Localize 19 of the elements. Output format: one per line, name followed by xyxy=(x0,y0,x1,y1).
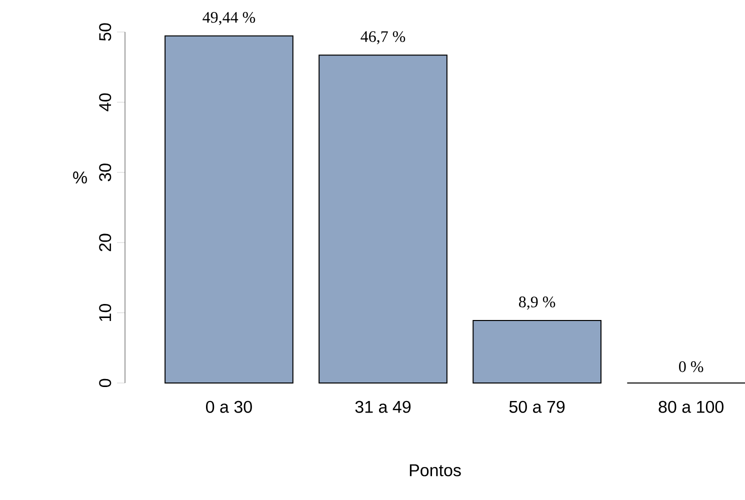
y-tick-label: 30 xyxy=(99,164,112,182)
y-tick-label: 40 xyxy=(99,93,112,112)
x-axis-title: Pontos xyxy=(410,464,461,476)
bar xyxy=(165,36,293,383)
y-tick-label: 0 xyxy=(99,378,112,388)
bar xyxy=(473,320,601,383)
y-axis-title: % xyxy=(73,172,87,184)
data-label: 8,9 % xyxy=(519,296,556,310)
x-tick-label: 31 a 49 xyxy=(355,400,411,413)
data-label: 49,44 % xyxy=(202,12,256,26)
y-tick-label: 50 xyxy=(99,23,112,41)
x-tick-label: 50 a 79 xyxy=(509,400,565,413)
y-tick-label: 10 xyxy=(99,304,112,321)
x-tick-label: 0 a 30 xyxy=(206,400,252,413)
bar xyxy=(319,55,447,383)
x-tick-label: 80 a 100 xyxy=(658,400,724,413)
data-label: 46,7 % xyxy=(360,31,406,44)
y-tick-label: 20 xyxy=(99,234,112,252)
data-label: 0 % xyxy=(679,361,704,372)
